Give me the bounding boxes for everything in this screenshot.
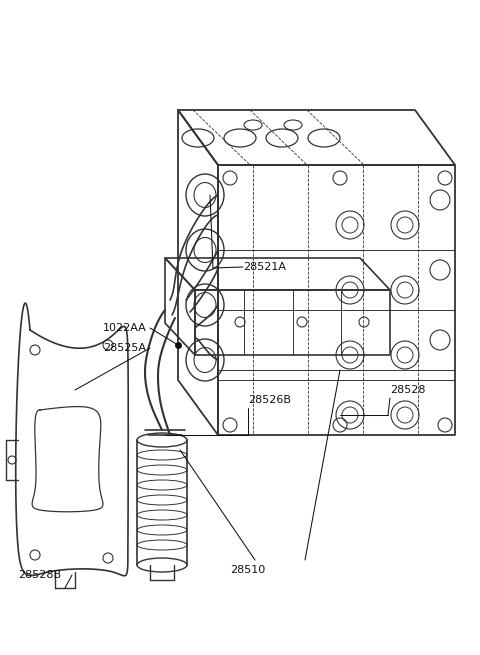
Text: 28521A: 28521A bbox=[243, 262, 286, 272]
Text: 28525A: 28525A bbox=[103, 343, 146, 353]
Text: 28526B: 28526B bbox=[248, 395, 291, 405]
Text: 1022AA: 1022AA bbox=[103, 323, 147, 333]
Text: 28528B: 28528B bbox=[18, 570, 61, 580]
Text: 28510: 28510 bbox=[230, 565, 265, 575]
Text: 28528: 28528 bbox=[390, 385, 425, 395]
